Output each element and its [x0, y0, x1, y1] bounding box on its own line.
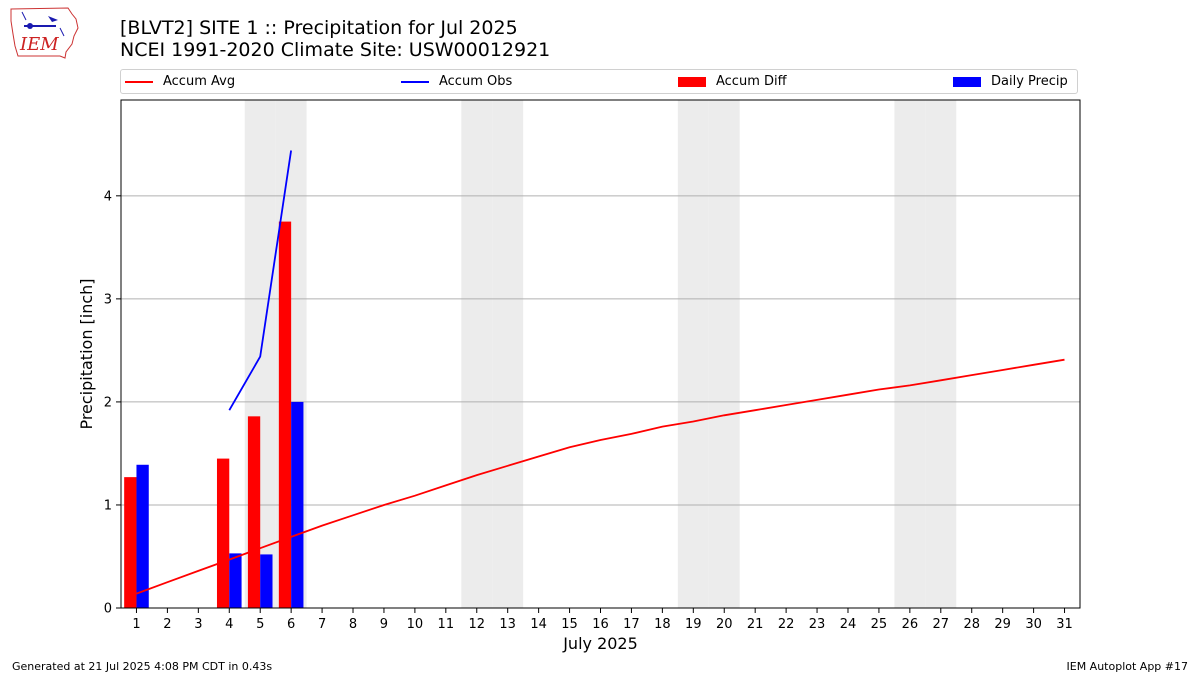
y-axis-label: Precipitation [inch]	[77, 278, 96, 429]
x-tick-label-9: 9	[380, 617, 388, 632]
y-tick-label-2: 2	[104, 395, 112, 410]
chart-title-line2: NCEI 1991-2020 Climate Site: USW00012921	[120, 39, 551, 61]
bar-daily-precip-day-1	[136, 464, 149, 608]
legend-label-accum-diff: Accum Diff	[716, 74, 787, 89]
x-tick-label-26: 26	[902, 617, 919, 632]
weekend-band-day-19	[677, 100, 709, 608]
legend-label-accum-avg: Accum Avg	[163, 74, 236, 89]
bar-accum-diff-day-4	[216, 458, 230, 608]
x-tick-label-25: 25	[871, 617, 888, 632]
series-line-accum-avg	[136, 358, 1065, 595]
weekend-band-day-12	[461, 100, 493, 608]
x-axis-label: July 2025	[562, 634, 638, 653]
bar-accum-diff-day-6	[278, 221, 292, 608]
y-tick-label-3: 3	[104, 292, 112, 307]
bar-daily-precip-day-6	[291, 401, 304, 608]
x-tick-label-8: 8	[349, 617, 357, 632]
x-tick-label-30: 30	[1025, 617, 1042, 632]
x-tick-label-29: 29	[994, 617, 1011, 632]
x-tick-label-6: 6	[287, 617, 295, 632]
iowa-map-logo-icon	[10, 7, 79, 59]
x-tick-label-18: 18	[654, 617, 671, 632]
chart-title-line1: [BLVT2] SITE 1 :: Precipitation for Jul …	[120, 17, 518, 39]
x-tick-label-24: 24	[840, 617, 857, 632]
weekend-band-day-26	[894, 100, 926, 608]
x-tick-label-17: 17	[623, 617, 640, 632]
x-tick-label-22: 22	[778, 617, 795, 632]
series-line-accum-obs	[228, 150, 292, 411]
bar-daily-precip-day-5	[260, 554, 273, 608]
x-tick-label-20: 20	[716, 617, 733, 632]
weekend-band-day-27	[925, 100, 957, 608]
x-tick-label-5: 5	[256, 617, 264, 632]
x-tick-label-16: 16	[592, 617, 609, 632]
legend-swatch-daily-precip	[953, 77, 981, 87]
legend-swatch-accum-diff	[678, 77, 706, 87]
legend-label-daily-precip: Daily Precip	[991, 74, 1068, 89]
x-tick-label-31: 31	[1056, 617, 1073, 632]
x-tick-label-13: 13	[499, 617, 516, 632]
x-tick-label-19: 19	[685, 617, 702, 632]
x-tick-label-11: 11	[438, 617, 455, 632]
x-tick-label-3: 3	[194, 617, 202, 632]
weekend-band-day-13	[492, 100, 524, 608]
x-tick-label-15: 15	[561, 617, 578, 632]
chart-legend: Accum Avg Accum Obs Accum Diff Daily Pre…	[120, 69, 1078, 94]
x-tick-label-28: 28	[963, 617, 980, 632]
x-tick-label-7: 7	[318, 617, 326, 632]
bar-daily-precip-day-4	[229, 553, 242, 608]
autoplot-app-label: IEM Autoplot App #17	[1066, 660, 1189, 673]
x-tick-label-21: 21	[747, 617, 764, 632]
generated-timestamp: Generated at 21 Jul 2025 4:08 PM CDT in …	[12, 660, 273, 673]
x-tick-label-14: 14	[530, 617, 547, 632]
weekend-band-day-20	[708, 100, 740, 608]
x-tick-label-23: 23	[809, 617, 826, 632]
y-tick-label-0: 0	[104, 602, 112, 617]
x-tick-label-27: 27	[933, 617, 950, 632]
x-tick-label-2: 2	[163, 617, 171, 632]
bar-accum-diff-day-5	[247, 416, 261, 608]
legend-swatch-accum-avg	[125, 81, 153, 83]
y-tick-label-1: 1	[104, 498, 112, 513]
iem-logo: IEM	[8, 6, 80, 60]
x-tick-label-12: 12	[468, 617, 485, 632]
x-tick-label-4: 4	[225, 617, 233, 632]
legend-swatch-accum-obs	[401, 81, 429, 83]
x-tick-label-10: 10	[407, 617, 424, 632]
legend-label-accum-obs: Accum Obs	[439, 74, 513, 89]
logo-text: IEM	[20, 34, 59, 55]
y-tick-label-4: 4	[104, 189, 112, 204]
x-tick-label-1: 1	[132, 617, 140, 632]
bar-accum-diff-day-1	[124, 477, 137, 608]
